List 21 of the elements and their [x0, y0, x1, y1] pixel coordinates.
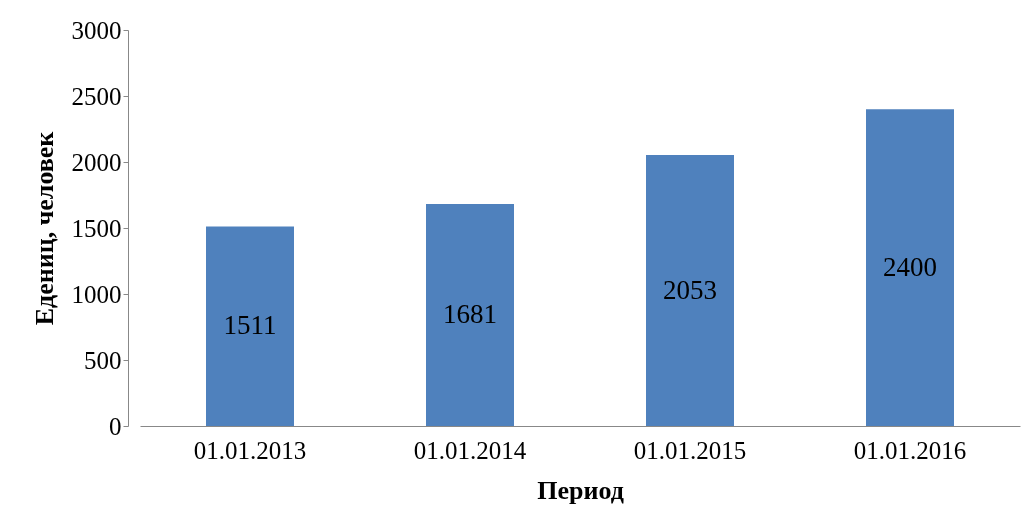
x-tick-label: 01.01.2014	[413, 436, 527, 464]
y-tick-label: 500	[84, 346, 122, 374]
y-tick-label: 2500	[71, 82, 122, 110]
y-tick-label: 2000	[71, 148, 122, 176]
bar	[646, 155, 734, 426]
x-tick-label: 01.01.2016	[853, 436, 967, 464]
data-label: 2400	[883, 251, 937, 282]
x-tick-label: 01.01.2015	[633, 436, 747, 464]
x-tick-label: 01.01.2013	[193, 436, 307, 464]
data-label: 1511	[223, 310, 277, 341]
data-label: 2053	[663, 274, 717, 305]
bar	[206, 226, 294, 426]
bar	[866, 109, 954, 426]
data-label: 1681	[443, 299, 497, 330]
y-tick-label: 0	[109, 412, 122, 440]
y-tick-label: 1000	[71, 280, 122, 308]
y-tick-label: 3000	[71, 16, 122, 44]
y-tick-label: 1500	[71, 214, 122, 242]
y-axis-title: Едениц, человек	[29, 131, 59, 326]
bar	[426, 204, 514, 426]
x-axis-title: Период	[537, 475, 624, 505]
